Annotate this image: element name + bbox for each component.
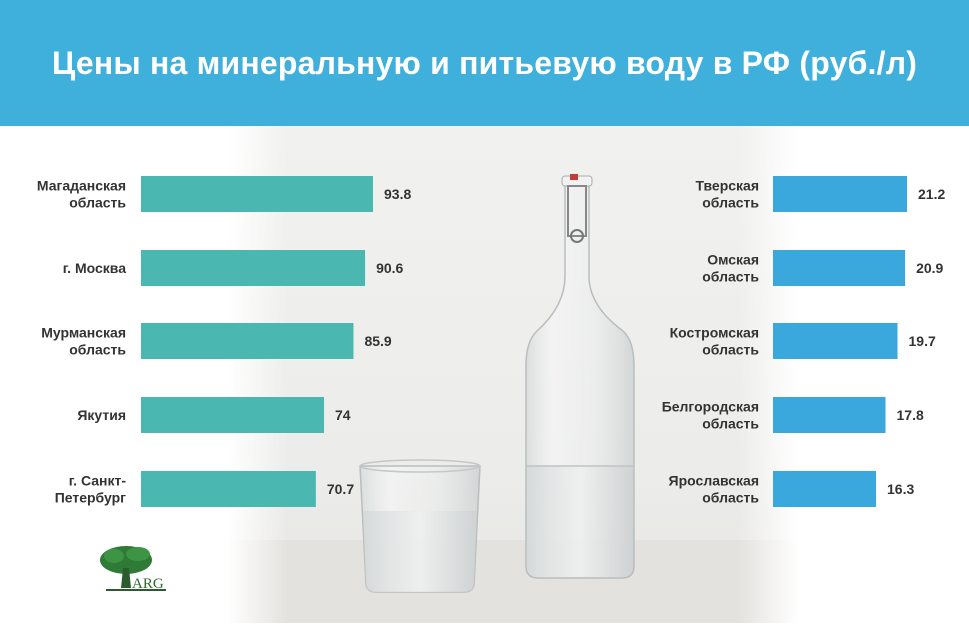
- right-category-label: Ярославская: [669, 473, 759, 489]
- left-category-label: г. Москва: [63, 260, 126, 276]
- left-category-label: Мурманская: [41, 325, 126, 341]
- right-category-label: область: [702, 195, 759, 211]
- left-value-label: 93.8: [384, 186, 411, 202]
- left-value-label: 70.7: [327, 481, 354, 497]
- right-category-label: Белгородская: [662, 399, 759, 415]
- right-category-label: Костромская: [670, 325, 759, 341]
- left-value-label: 74: [335, 407, 351, 423]
- left-bar: [141, 250, 366, 286]
- right-bar: [773, 471, 877, 507]
- bottle-and-glass-illustration: [228, 174, 798, 623]
- tree-logo-icon: [100, 546, 166, 591]
- left-bar: [141, 471, 316, 507]
- left-category-label: Магаданская: [37, 178, 126, 194]
- left-category-label: г. Санкт-: [69, 473, 127, 489]
- left-category-label: Якутия: [77, 407, 126, 423]
- left-bar: [141, 323, 354, 359]
- left-category-label: область: [69, 342, 126, 358]
- right-category-label: область: [702, 342, 759, 358]
- left-value-label: 85.9: [364, 333, 391, 349]
- right-bar: [773, 176, 907, 212]
- left-value-label: 90.6: [376, 260, 403, 276]
- right-category-label: Омская: [707, 252, 759, 268]
- right-value-label: 20.9: [916, 260, 943, 276]
- right-category-label: область: [702, 490, 759, 506]
- header-banner: Цены на минеральную и питьевую воду в РФ…: [0, 0, 969, 126]
- logo: [96, 540, 176, 600]
- left-category-label: Петербург: [55, 490, 126, 506]
- chart-title: Цены на минеральную и питьевую воду в РФ…: [51, 44, 918, 81]
- left-bar: [141, 176, 373, 212]
- right-value-label: 19.7: [909, 333, 936, 349]
- right-category-label: Тверская: [695, 178, 759, 194]
- right-category-label: область: [702, 269, 759, 285]
- right-value-label: 21.2: [918, 186, 945, 202]
- logo-text: ARG: [132, 576, 164, 592]
- left-bar: [141, 397, 325, 433]
- right-value-label: 17.8: [897, 407, 924, 423]
- right-bar: [773, 397, 886, 433]
- left-category-label: область: [69, 195, 126, 211]
- right-value-label: 16.3: [887, 481, 914, 497]
- right-bar: [773, 323, 898, 359]
- bottle-icon: [525, 174, 635, 579]
- right-category-label: область: [702, 416, 759, 432]
- right-bar: [773, 250, 906, 286]
- glass-icon: [359, 459, 481, 593]
